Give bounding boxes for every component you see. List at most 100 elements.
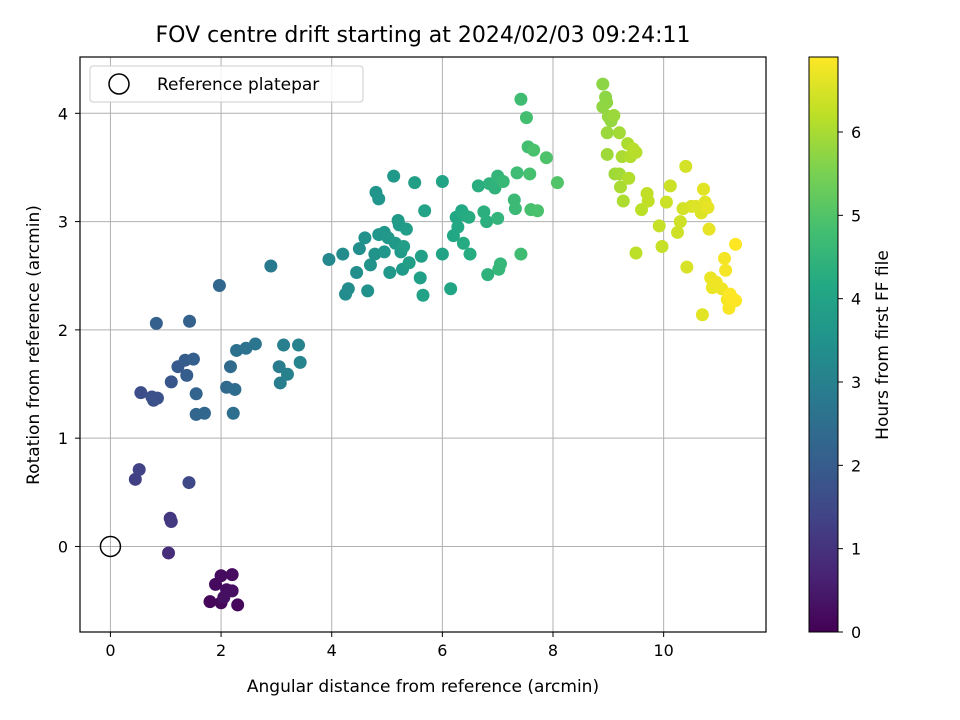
data-point bbox=[358, 231, 372, 245]
colorbar-tick-label: 4 bbox=[851, 290, 861, 309]
data-point bbox=[696, 182, 710, 196]
colorbar-tick-label: 5 bbox=[851, 206, 861, 225]
data-point bbox=[397, 240, 411, 254]
data-point bbox=[527, 143, 541, 157]
y-tick-label: 3 bbox=[58, 213, 68, 232]
data-point bbox=[414, 249, 428, 263]
data-point bbox=[361, 284, 375, 298]
legend: Reference platepar bbox=[89, 65, 364, 103]
data-point bbox=[399, 222, 413, 236]
data-point bbox=[214, 569, 228, 583]
data-point bbox=[510, 166, 524, 180]
data-point bbox=[231, 598, 245, 612]
data-point bbox=[519, 111, 533, 125]
data-point bbox=[212, 278, 226, 292]
colorbar-tick-label: 0 bbox=[851, 623, 861, 642]
data-point bbox=[496, 175, 510, 189]
data-point bbox=[471, 179, 485, 193]
data-point bbox=[641, 194, 655, 208]
data-point bbox=[596, 77, 610, 91]
data-point bbox=[508, 202, 522, 216]
data-point bbox=[293, 355, 307, 369]
data-point bbox=[514, 92, 528, 106]
y-axis-label: Rotation from reference (arcmin) bbox=[24, 205, 44, 485]
data-point bbox=[539, 151, 553, 165]
data-point bbox=[444, 282, 458, 296]
x-tick-label: 2 bbox=[216, 641, 226, 660]
data-point bbox=[162, 546, 176, 560]
data-point bbox=[363, 258, 377, 272]
data-point bbox=[680, 260, 694, 274]
data-point bbox=[435, 175, 449, 189]
data-point bbox=[377, 245, 391, 259]
x-tick-label: 8 bbox=[548, 641, 558, 660]
data-point bbox=[435, 247, 449, 261]
data-point bbox=[663, 179, 677, 193]
data-point bbox=[456, 236, 470, 250]
data-point bbox=[134, 386, 148, 400]
data-point bbox=[402, 256, 416, 270]
data-point bbox=[514, 247, 528, 261]
plot-frame bbox=[79, 56, 767, 633]
colorbar-frame bbox=[808, 56, 839, 633]
data-point bbox=[679, 159, 693, 173]
colorbar-tick-label: 6 bbox=[851, 123, 861, 142]
data-point bbox=[226, 406, 240, 420]
data-point bbox=[729, 237, 743, 251]
data-point bbox=[491, 211, 505, 225]
data-point bbox=[273, 376, 287, 390]
data-point bbox=[277, 338, 291, 352]
data-point bbox=[272, 360, 286, 374]
data-point bbox=[248, 337, 262, 351]
data-point bbox=[182, 476, 196, 490]
data-point bbox=[616, 194, 630, 208]
data-point bbox=[719, 263, 733, 277]
data-point bbox=[596, 100, 610, 114]
legend-frame bbox=[89, 65, 364, 103]
data-point bbox=[652, 219, 666, 233]
data-point bbox=[350, 265, 364, 279]
data-point bbox=[729, 294, 743, 308]
colorbar-gradient bbox=[809, 57, 838, 632]
data-point bbox=[481, 268, 495, 282]
data-point bbox=[186, 352, 200, 366]
data-point bbox=[189, 387, 203, 401]
colorbar-ticks: 0 1 2 3 4 5 6 bbox=[838, 123, 861, 642]
data-point bbox=[150, 391, 164, 405]
data-point bbox=[413, 271, 427, 285]
data-point bbox=[622, 171, 636, 185]
data-point bbox=[670, 225, 684, 239]
data-point bbox=[418, 204, 432, 218]
data-point bbox=[225, 568, 239, 582]
axis-ticks: 0 2 4 6 8 10 0 1 2 3 4 bbox=[58, 104, 674, 660]
chart-title: FOV centre drift starting at 2024/02/03 … bbox=[156, 23, 691, 48]
data-point bbox=[322, 252, 336, 266]
data-point bbox=[655, 240, 669, 254]
data-point bbox=[228, 382, 242, 396]
data-point bbox=[372, 192, 386, 206]
data-point bbox=[264, 259, 278, 273]
data-point bbox=[659, 195, 673, 209]
data-point bbox=[629, 246, 643, 260]
data-point bbox=[718, 251, 732, 265]
y-tick-label: 4 bbox=[58, 104, 68, 123]
data-point bbox=[695, 308, 709, 322]
data-point bbox=[600, 147, 614, 161]
data-point bbox=[629, 145, 643, 159]
reference-platepar-marker bbox=[99, 535, 122, 558]
data-point bbox=[462, 210, 476, 224]
data-point bbox=[550, 176, 564, 190]
data-point bbox=[339, 287, 353, 301]
data-point bbox=[531, 204, 545, 218]
colorbar-tick-label: 2 bbox=[851, 456, 861, 475]
data-point bbox=[352, 242, 366, 256]
data-point bbox=[408, 176, 422, 190]
data-point bbox=[463, 247, 477, 261]
colorbar-tick-label: 1 bbox=[851, 540, 861, 559]
y-tick-label: 2 bbox=[58, 321, 68, 340]
data-point bbox=[128, 472, 142, 486]
data-point bbox=[280, 367, 294, 381]
y-tick-label: 1 bbox=[58, 429, 68, 448]
data-point bbox=[701, 201, 715, 215]
